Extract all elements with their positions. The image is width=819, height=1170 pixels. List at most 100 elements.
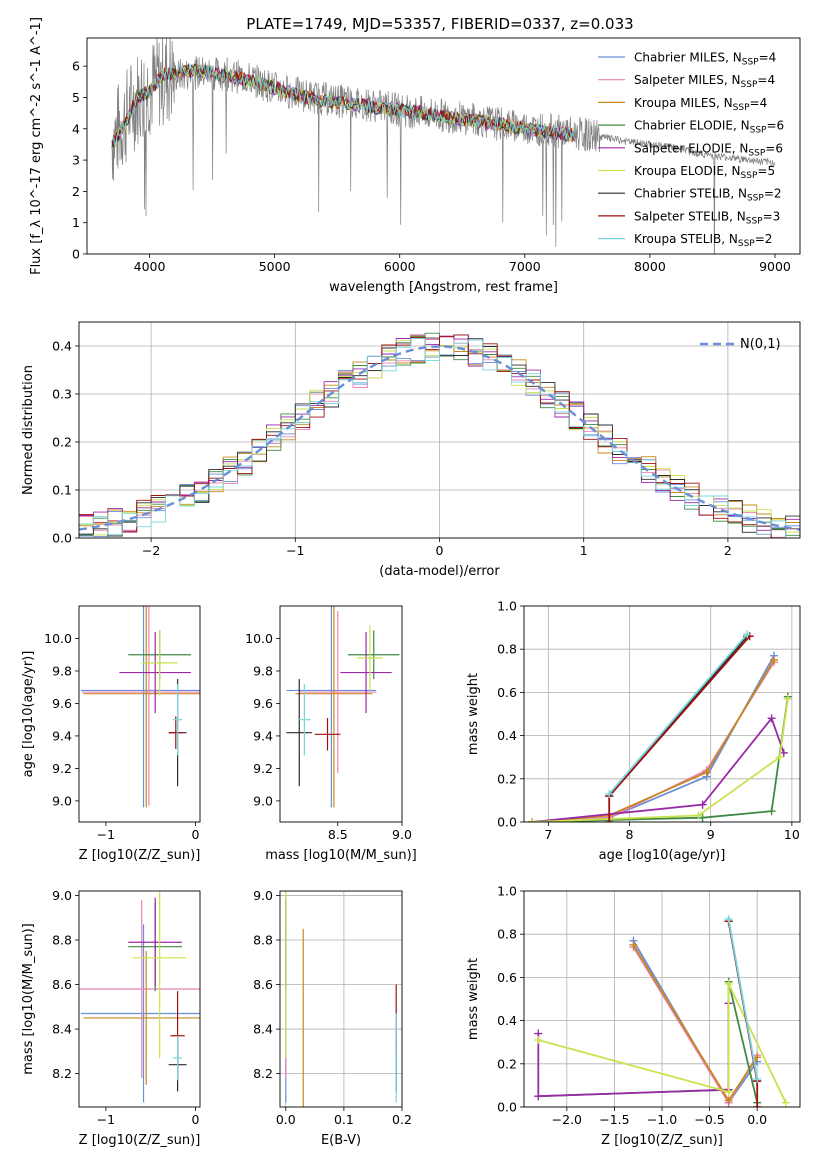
y-axis-label: mass weight (466, 958, 481, 1040)
normal-curve (79, 345, 800, 531)
y-axis-label: Normed distribution (21, 365, 36, 495)
legend-label: Kroupa MILES, NSSP=4 (634, 96, 767, 113)
legend-count: =3 (763, 209, 781, 223)
y-tick-label: 1 (72, 215, 80, 230)
axes-frame (78, 605, 201, 823)
legend-item: Salpeter ELODIE, NSSP=6 (598, 141, 783, 158)
data-point (83, 951, 200, 1085)
y-tick-label: 8.2 (52, 1066, 72, 1081)
plot-area (286, 606, 400, 808)
data-point (80, 924, 200, 1103)
data-point (83, 606, 200, 808)
weight-marker (767, 714, 776, 723)
y-tick-label: 0.2 (497, 1056, 517, 1071)
x-axis-label: Z [log10(Z/Z_sun)] (79, 1133, 201, 1148)
x-tick-label: 0 (192, 827, 200, 842)
y-tick-label: 0.4 (497, 728, 517, 743)
x-tick-label: 0.0 (747, 1112, 767, 1127)
data-point (295, 606, 373, 808)
figure-title: PLATE=1749, MJD=53357, FIBERID=0337, z=0… (246, 15, 633, 33)
residual-histogram (79, 338, 787, 538)
x-tick-label: 7 (544, 827, 552, 842)
y-tick-label: 9.2 (52, 761, 72, 776)
legend-item: Kroupa MILES, NSSP=4 (598, 96, 767, 113)
y-tick-label: 0.6 (497, 970, 517, 985)
legend-item: Kroupa ELODIE, NSSP=5 (598, 164, 775, 181)
data-point (340, 631, 392, 714)
y-tick-label: 1.0 (497, 884, 517, 899)
y-tick-label: 0.0 (497, 1100, 517, 1115)
weight-series-line (532, 716, 785, 822)
data-point (80, 606, 200, 808)
legend-subscript: SSP (741, 171, 758, 181)
plot-area (79, 332, 800, 538)
x-tick-label: 8000 (634, 259, 666, 274)
chart-weight_vs_Z: −2.0 −1.5 −1.0 −0.5 0.0 0.0 0.2 0.4 0.6 0.8 1.0 Z [… (466, 884, 801, 1148)
y-tick-label: 0.6 (497, 685, 517, 700)
legend-label: Salpeter ELODIE, NSSP=6 (634, 141, 783, 158)
y-tick-label: 6 (72, 59, 80, 74)
legend-subscript: SSP (747, 194, 764, 204)
y-tick-label: 8.6 (52, 977, 72, 992)
weight-marker (605, 789, 614, 798)
x-tick-label: −2.0 (552, 1112, 582, 1127)
axes-frame (78, 890, 201, 1108)
weight-marker (783, 694, 792, 703)
weight-marker (605, 818, 614, 822)
legend-label: Chabrier MILES, NSSP=4 (634, 51, 776, 68)
y-tick-label: 9.8 (52, 663, 72, 678)
legend-subscript: SSP (741, 80, 758, 90)
y-tick-label: 0.8 (497, 642, 517, 657)
y-tick-label: 9.6 (253, 696, 273, 711)
x-tick-label: 9 (707, 827, 715, 842)
normal-legend-label: N(0,1) (740, 337, 781, 352)
data-point (81, 606, 200, 806)
weight-marker (753, 1053, 762, 1062)
y-tick-label: 2 (72, 184, 80, 199)
weight-marker (629, 941, 638, 949)
legend-count: =6 (765, 141, 783, 155)
data-point (286, 606, 377, 808)
x-axis-label: (data-model)/error (379, 564, 500, 579)
x-tick-label: 1 (580, 543, 588, 558)
x-tick-label: −1 (97, 827, 115, 842)
weight-series-line (727, 918, 759, 1080)
legend-label: Salpeter MILES, NSSP=4 (634, 73, 775, 90)
weight-marker (702, 768, 711, 777)
chart-age_vs_mass: 8.5 9.0 9.0 9.2 9.4 9.6 9.8 10.0 mass [log10(M/M… (245, 605, 417, 863)
legend-label: Chabrier ELODIE, NSSP=6 (634, 119, 784, 136)
x-tick-label: 0.2 (392, 1112, 412, 1127)
model-spectrum (111, 63, 575, 147)
weight-marker (724, 915, 733, 924)
legend-subscript: SSP (748, 148, 765, 158)
x-tick-label: 0 (192, 1112, 200, 1127)
chart-residuals: −2 −1 0 1 2 0.0 0.1 0.2 0.3 0.4 (data-model)/error… (21, 321, 801, 579)
data-point (348, 630, 400, 680)
x-axis-label: wavelength [Angstrom, rest frame] (329, 280, 558, 295)
data-point (141, 630, 178, 696)
weight-series-line (532, 696, 789, 822)
chart-weight_vs_age: 7 8 9 10 0.0 0.2 0.4 0.6 0.8 1.0 age [log10(age/yr… (466, 599, 801, 863)
chart-mass_vs_Z: −1 0 8.2 8.4 8.6 8.8 9.0 Z [log10(Z/Z_sun)] mass… (21, 888, 201, 1148)
y-tick-label: 0 (72, 247, 80, 262)
weight-marker (534, 1036, 543, 1045)
y-tick-label: 9.0 (253, 888, 273, 903)
x-axis-label: age [log10(age/yr)] (599, 848, 726, 863)
y-tick-label: 9.4 (253, 728, 273, 743)
weight-marker (724, 979, 733, 988)
axes-frame (279, 605, 403, 823)
y-tick-label: 8.6 (253, 977, 273, 992)
x-tick-label: 9000 (759, 259, 791, 274)
legend-subscript: SSP (742, 58, 759, 68)
y-tick-label: 1.0 (497, 599, 517, 614)
y-tick-label: 9.0 (52, 888, 72, 903)
legend-item: Kroupa STELIB, NSSP=2 (598, 232, 772, 249)
x-tick-label: −2 (142, 543, 160, 558)
y-tick-label: 9.6 (52, 696, 72, 711)
x-tick-label: −1 (97, 1112, 115, 1127)
data-point (357, 625, 383, 691)
y-tick-label: 0.2 (52, 435, 72, 450)
plot-area (80, 606, 200, 808)
weight-marker (775, 753, 784, 762)
weight-marker (724, 1096, 733, 1105)
